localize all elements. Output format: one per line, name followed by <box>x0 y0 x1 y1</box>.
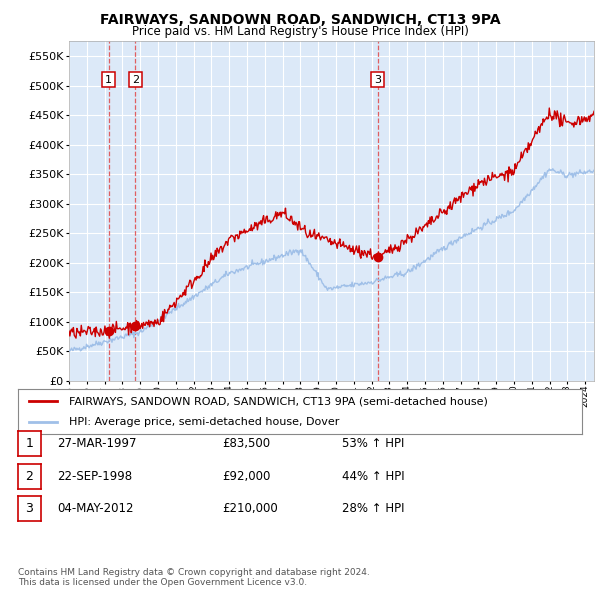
Text: Contains HM Land Registry data © Crown copyright and database right 2024.
This d: Contains HM Land Registry data © Crown c… <box>18 568 370 587</box>
Text: 2: 2 <box>25 470 34 483</box>
Text: 53% ↑ HPI: 53% ↑ HPI <box>342 437 404 450</box>
Text: FAIRWAYS, SANDOWN ROAD, SANDWICH, CT13 9PA (semi-detached house): FAIRWAYS, SANDOWN ROAD, SANDWICH, CT13 9… <box>69 396 488 407</box>
Text: 27-MAR-1997: 27-MAR-1997 <box>57 437 137 450</box>
Text: £83,500: £83,500 <box>222 437 270 450</box>
Text: £210,000: £210,000 <box>222 502 278 515</box>
Text: HPI: Average price, semi-detached house, Dover: HPI: Average price, semi-detached house,… <box>69 417 339 427</box>
Text: Price paid vs. HM Land Registry's House Price Index (HPI): Price paid vs. HM Land Registry's House … <box>131 25 469 38</box>
Text: 3: 3 <box>374 75 381 84</box>
Text: 44% ↑ HPI: 44% ↑ HPI <box>342 470 404 483</box>
Text: FAIRWAYS, SANDOWN ROAD, SANDWICH, CT13 9PA: FAIRWAYS, SANDOWN ROAD, SANDWICH, CT13 9… <box>100 13 500 27</box>
Text: 3: 3 <box>25 502 34 515</box>
Text: 04-MAY-2012: 04-MAY-2012 <box>57 502 133 515</box>
Text: 1: 1 <box>105 75 112 84</box>
Text: £92,000: £92,000 <box>222 470 271 483</box>
Text: 28% ↑ HPI: 28% ↑ HPI <box>342 502 404 515</box>
Text: 22-SEP-1998: 22-SEP-1998 <box>57 470 132 483</box>
Text: 2: 2 <box>132 75 139 84</box>
Text: 1: 1 <box>25 437 34 450</box>
